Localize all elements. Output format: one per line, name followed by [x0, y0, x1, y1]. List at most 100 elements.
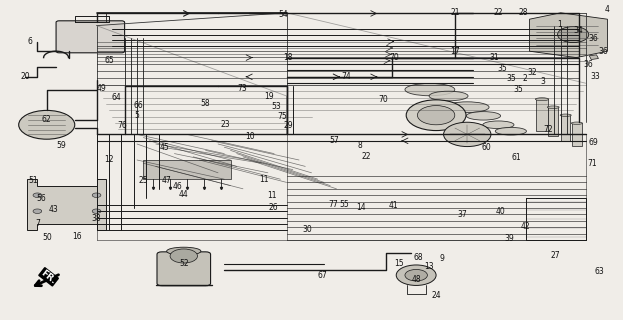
Text: 65: 65 — [104, 56, 114, 65]
Ellipse shape — [495, 127, 526, 135]
Text: 64: 64 — [111, 93, 121, 102]
Text: 37: 37 — [457, 210, 467, 219]
Bar — [561, 115, 571, 141]
Text: 4: 4 — [605, 5, 610, 14]
Text: 27: 27 — [551, 252, 561, 260]
Bar — [566, 41, 578, 47]
Text: 19: 19 — [264, 92, 274, 100]
Circle shape — [444, 122, 491, 147]
Text: 11: 11 — [267, 191, 277, 200]
Bar — [548, 107, 558, 136]
Text: 74: 74 — [341, 72, 351, 81]
Text: 35: 35 — [506, 74, 516, 83]
Text: 70: 70 — [389, 53, 399, 62]
Text: FR.: FR. — [39, 268, 58, 285]
Text: 35: 35 — [497, 64, 507, 73]
Text: 31: 31 — [489, 53, 499, 62]
Text: 35: 35 — [513, 85, 523, 94]
Circle shape — [170, 249, 197, 263]
Text: 36: 36 — [584, 60, 594, 68]
Text: 25: 25 — [138, 176, 148, 185]
Text: 53: 53 — [272, 102, 282, 111]
Text: 70: 70 — [378, 95, 388, 104]
Text: 59: 59 — [56, 141, 66, 150]
Circle shape — [92, 193, 101, 197]
FancyBboxPatch shape — [56, 21, 125, 53]
Text: 32: 32 — [527, 68, 537, 77]
Text: 54: 54 — [278, 10, 288, 19]
Text: 72: 72 — [543, 125, 553, 134]
Circle shape — [33, 209, 42, 213]
Text: 18: 18 — [283, 53, 293, 62]
Text: 58: 58 — [201, 99, 211, 108]
Text: 46: 46 — [173, 182, 183, 191]
Text: 48: 48 — [411, 275, 421, 284]
Text: 22: 22 — [361, 152, 371, 161]
Text: 7: 7 — [35, 220, 40, 228]
Text: 50: 50 — [42, 233, 52, 242]
Text: 49: 49 — [97, 84, 107, 93]
Text: 24: 24 — [431, 291, 441, 300]
Text: 39: 39 — [505, 234, 515, 243]
Text: 55: 55 — [339, 200, 349, 209]
Text: 9: 9 — [440, 254, 445, 263]
Ellipse shape — [445, 102, 489, 113]
Text: 44: 44 — [178, 190, 188, 199]
Text: 14: 14 — [356, 203, 366, 212]
Bar — [549, 34, 563, 41]
Bar — [572, 123, 582, 146]
Text: 63: 63 — [594, 268, 604, 276]
Text: 1: 1 — [557, 20, 562, 28]
FancyBboxPatch shape — [157, 252, 211, 286]
Ellipse shape — [571, 122, 583, 124]
Ellipse shape — [483, 121, 514, 129]
Circle shape — [33, 193, 42, 197]
Text: 2: 2 — [522, 74, 527, 83]
Ellipse shape — [405, 84, 455, 96]
Text: 33: 33 — [590, 72, 600, 81]
Ellipse shape — [167, 247, 201, 255]
Ellipse shape — [560, 114, 571, 116]
Text: 8: 8 — [358, 141, 363, 150]
Ellipse shape — [547, 106, 559, 108]
Text: 52: 52 — [179, 259, 189, 268]
Text: 38: 38 — [91, 214, 101, 223]
Text: 13: 13 — [424, 262, 434, 271]
Circle shape — [405, 269, 427, 281]
Text: 34: 34 — [573, 26, 583, 35]
Text: 20: 20 — [20, 72, 30, 81]
Circle shape — [92, 209, 101, 213]
Bar — [579, 48, 590, 53]
Polygon shape — [27, 179, 106, 230]
Text: 21: 21 — [450, 8, 460, 17]
Text: 26: 26 — [268, 203, 278, 212]
Text: 12: 12 — [104, 155, 114, 164]
Text: 47: 47 — [162, 176, 172, 185]
Bar — [143, 160, 231, 179]
Text: 22: 22 — [493, 8, 503, 17]
Text: 67: 67 — [318, 271, 328, 280]
Text: 75: 75 — [277, 112, 287, 121]
Text: 69: 69 — [588, 138, 598, 147]
Text: 43: 43 — [49, 205, 59, 214]
Text: 71: 71 — [587, 159, 597, 168]
Text: 36: 36 — [598, 47, 608, 56]
Text: 62: 62 — [42, 115, 52, 124]
Text: 57: 57 — [329, 136, 339, 145]
Text: 17: 17 — [450, 47, 460, 56]
Text: 28: 28 — [518, 8, 528, 17]
Text: 29: 29 — [283, 121, 293, 130]
Ellipse shape — [535, 98, 549, 100]
Circle shape — [396, 265, 436, 285]
Text: 77: 77 — [328, 200, 338, 209]
Text: 3: 3 — [541, 77, 546, 86]
Text: 16: 16 — [72, 232, 82, 241]
Bar — [589, 55, 599, 60]
Text: 41: 41 — [389, 201, 399, 210]
Text: 61: 61 — [511, 153, 521, 162]
Text: 40: 40 — [496, 207, 506, 216]
Circle shape — [406, 100, 466, 131]
Text: 15: 15 — [394, 259, 404, 268]
Text: 60: 60 — [481, 143, 491, 152]
Polygon shape — [530, 13, 607, 58]
